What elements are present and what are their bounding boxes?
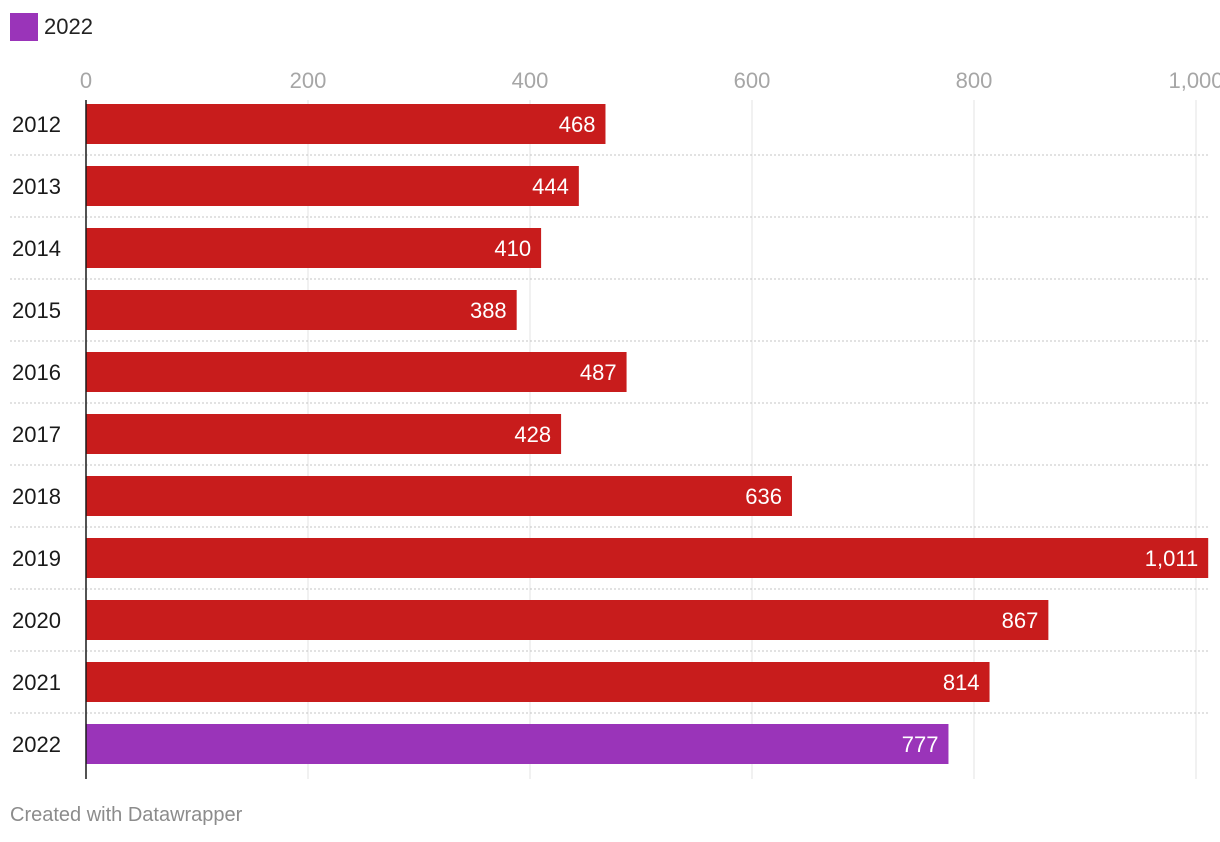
bar-2021 [86,662,990,702]
footer-credit: Created with Datawrapper [10,804,243,826]
bar-2013 [86,166,579,206]
legend-label: 2022 [44,14,93,39]
value-label: 444 [532,174,569,199]
value-label: 468 [559,112,596,137]
value-label: 1,011 [1145,546,1198,571]
category-label: 2017 [12,422,61,447]
category-label: 2022 [12,732,61,757]
bar-2022 [86,724,949,764]
x-tick-label: 600 [734,68,771,93]
category-label: 2012 [12,112,61,137]
value-labels: 468 444 410 388 487 428 636 1,011 867 814 777 [470,112,1198,757]
x-tick-label: 1,000 [1168,68,1220,93]
value-label: 867 [1002,608,1039,633]
bar-2019 [86,538,1209,578]
category-label: 2020 [12,608,61,633]
bar-2020 [86,600,1049,640]
value-label: 814 [943,670,980,695]
category-label: 2021 [12,670,61,695]
category-label: 2015 [12,298,61,323]
value-label: 388 [470,298,507,323]
row-separators [10,154,1210,714]
category-label: 2013 [12,174,61,199]
bars [86,104,1209,764]
value-label: 777 [902,732,939,757]
category-label: 2018 [12,484,61,509]
x-axis-ticks: 0 200 400 600 800 1,000 [80,68,1220,93]
legend: 2022 [10,12,93,42]
category-labels: 2012 2013 2014 2015 2016 2017 2018 2019 2020 2021… [12,112,61,757]
x-tick-label: 800 [956,68,993,93]
x-tick-label: 0 [80,68,92,93]
bar-chart: 0 200 400 600 800 1,000 201220132014201520162… [10,68,1220,779]
bar-2018 [86,476,792,516]
category-label: 2019 [12,546,61,571]
bar-2014 [86,228,542,268]
bar-2017 [86,414,562,454]
bar-2012 [86,104,606,144]
bar-2016 [86,352,627,392]
value-label: 636 [745,484,782,509]
value-label: 428 [514,422,551,447]
x-tick-label: 200 [290,68,327,93]
value-label: 410 [494,236,531,261]
category-label: 2016 [12,360,61,385]
legend-swatch [10,13,38,41]
value-label: 487 [580,360,617,385]
category-label: 2014 [12,236,61,261]
x-tick-label: 400 [512,68,549,93]
bar-2015 [86,290,517,330]
